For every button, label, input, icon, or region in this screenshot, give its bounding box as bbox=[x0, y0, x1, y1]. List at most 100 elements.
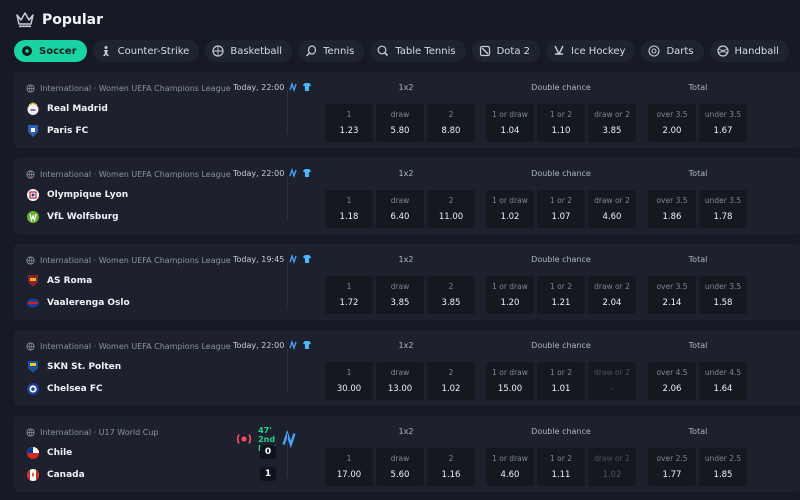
divider bbox=[287, 262, 288, 306]
odd-over[interactable]: over 3.5 2.14 bbox=[648, 276, 696, 314]
globe-icon bbox=[26, 83, 35, 93]
odd-1-or-2[interactable]: 1 or 2 1.21 bbox=[537, 276, 585, 314]
odd-away[interactable]: 2 8.80 bbox=[427, 104, 475, 142]
dota-icon bbox=[479, 45, 490, 57]
crown-icon bbox=[16, 12, 34, 28]
league-name: International · Women UEFA Champions Lea… bbox=[26, 82, 231, 94]
stats-icon[interactable] bbox=[288, 254, 298, 264]
odd-draw[interactable]: draw 5.80 bbox=[376, 104, 424, 142]
odd-over[interactable]: over 4.5 2.06 bbox=[648, 362, 696, 400]
market-title-double-chance: Double chance bbox=[531, 341, 591, 350]
stats-icon[interactable] bbox=[288, 168, 298, 178]
vaalerenga-crest-icon bbox=[27, 298, 39, 308]
globe-icon bbox=[26, 341, 35, 351]
odd-home[interactable]: 1 1.23 bbox=[325, 104, 373, 142]
jersey-icon[interactable] bbox=[302, 254, 312, 264]
soccer-ball-icon bbox=[22, 46, 32, 56]
odd-draw[interactable]: draw 3.85 bbox=[376, 276, 424, 314]
league-name: International · Women UEFA Champions Lea… bbox=[26, 254, 231, 266]
odd-1-or-draw[interactable]: 1 or draw 1.04 bbox=[486, 104, 534, 142]
odd-1-or-2[interactable]: 1 or 2 1.07 bbox=[537, 190, 585, 228]
tab-tennis[interactable]: Tennis bbox=[298, 40, 365, 62]
odd-under[interactable]: under 4.5 1.64 bbox=[699, 362, 747, 400]
tab-basketball[interactable]: Basketball bbox=[205, 40, 293, 62]
odd-over[interactable]: over 2.5 1.77 bbox=[648, 448, 696, 486]
odd-draw-or-2[interactable]: draw or 2 4.60 bbox=[588, 190, 636, 228]
odd-1-or-2[interactable]: 1 or 2 1.10 bbox=[537, 104, 585, 142]
odd-draw-or-2[interactable]: draw or 2 1.02 bbox=[588, 448, 636, 486]
odd-draw-or-2[interactable]: draw or 2 3.85 bbox=[588, 104, 636, 142]
event-row[interactable]: International · Women UEFA Champions Lea… bbox=[14, 72, 800, 148]
table-tennis-icon bbox=[377, 45, 389, 57]
tab-soccer[interactable]: Soccer bbox=[14, 40, 87, 62]
odd-draw[interactable]: draw 6.40 bbox=[376, 190, 424, 228]
market-title-1x2: 1x2 bbox=[398, 83, 414, 92]
market-title-total: Total bbox=[688, 83, 708, 92]
tab-ice-hockey[interactable]: Ice Hockey bbox=[546, 40, 636, 62]
odd-over[interactable]: over 3.5 1.86 bbox=[648, 190, 696, 228]
tab-dota-2[interactable]: Dota 2 bbox=[471, 40, 541, 62]
odd-1-or-draw[interactable]: 1 or draw 4.60 bbox=[486, 448, 534, 486]
market-title-total: Total bbox=[688, 169, 708, 178]
odd-1-or-draw[interactable]: 1 or draw 1.02 bbox=[486, 190, 534, 228]
odd-1-or-2[interactable]: 1 or 2 1.01 bbox=[537, 362, 585, 400]
section-title: Popular bbox=[42, 12, 104, 28]
away-team: Chelsea FC bbox=[26, 381, 103, 397]
odd-away[interactable]: 2 11.00 bbox=[427, 190, 475, 228]
odd-away[interactable]: 2 1.16 bbox=[427, 448, 475, 486]
league-name: International · Women UEFA Champions Lea… bbox=[26, 168, 231, 180]
tab-label: Dota 2 bbox=[496, 45, 531, 57]
market-title-double-chance: Double chance bbox=[531, 427, 591, 436]
event-row[interactable]: International · Women UEFA Champions Lea… bbox=[14, 330, 800, 406]
section-header: Popular bbox=[16, 8, 103, 32]
event-row[interactable]: International · Women UEFA Champions Lea… bbox=[14, 244, 800, 320]
stats-icon[interactable] bbox=[288, 340, 298, 350]
handball-icon bbox=[716, 45, 729, 57]
events-list: International · Women UEFA Champions Lea… bbox=[14, 72, 800, 500]
odd-1-or-draw[interactable]: 1 or draw 1.20 bbox=[486, 276, 534, 314]
tab-counter-strike[interactable]: Counter-Strike bbox=[92, 40, 200, 62]
odd-draw[interactable]: draw 5.60 bbox=[376, 448, 424, 486]
odd-under[interactable]: under 3.5 1.58 bbox=[699, 276, 747, 314]
market-title-1x2: 1x2 bbox=[398, 341, 414, 350]
darts-icon bbox=[648, 45, 660, 57]
tab-darts[interactable]: Darts bbox=[641, 40, 704, 62]
odd-away[interactable]: 2 1.02 bbox=[427, 362, 475, 400]
away-score: 1 bbox=[260, 467, 276, 481]
divider bbox=[287, 90, 288, 134]
odd-home[interactable]: 1 1.18 bbox=[325, 190, 373, 228]
odd-under[interactable]: under 3.5 1.67 bbox=[699, 104, 747, 142]
stats-icon[interactable] bbox=[280, 430, 298, 449]
odd-home[interactable]: 1 1.72 bbox=[325, 276, 373, 314]
odd-draw-or-2: draw or 2- bbox=[588, 362, 636, 400]
event-row-live[interactable]: International · U17 World Cup 47' 2nd ha… bbox=[14, 416, 800, 492]
odd-1-or-draw[interactable]: 1 or draw 15.00 bbox=[486, 362, 534, 400]
chelsea-crest-icon bbox=[27, 383, 39, 395]
jersey-icon[interactable] bbox=[302, 340, 312, 350]
lyon-crest-icon bbox=[27, 189, 39, 201]
odd-under[interactable]: under 3.5 1.78 bbox=[699, 190, 747, 228]
odd-home[interactable]: 1 17.00 bbox=[325, 448, 373, 486]
home-team: SKN St. Polten bbox=[26, 359, 121, 375]
live-signal-icon bbox=[236, 434, 252, 445]
odd-draw-or-2[interactable]: draw or 2 2.04 bbox=[588, 276, 636, 314]
canada-flag-icon bbox=[26, 469, 39, 481]
away-team: Vaalerenga Oslo bbox=[26, 295, 130, 311]
tab-table-tennis[interactable]: Table Tennis bbox=[370, 40, 466, 62]
event-time: Today, 19:45 bbox=[233, 254, 312, 264]
stats-icon[interactable] bbox=[288, 82, 298, 92]
divider bbox=[287, 434, 288, 478]
odd-under[interactable]: under 2.5 1.85 bbox=[699, 448, 747, 486]
chile-flag-icon bbox=[27, 447, 39, 459]
event-time: Today, 22:00 bbox=[233, 340, 312, 350]
home-score: 0 bbox=[260, 445, 276, 459]
jersey-icon[interactable] bbox=[302, 168, 312, 178]
odd-draw[interactable]: draw 13.00 bbox=[376, 362, 424, 400]
event-row[interactable]: International · Women UEFA Champions Lea… bbox=[14, 158, 800, 234]
odd-away[interactable]: 2 3.85 bbox=[427, 276, 475, 314]
tab-handball[interactable]: Handball bbox=[709, 40, 789, 62]
odd-1-or-2[interactable]: 1 or 2 1.11 bbox=[537, 448, 585, 486]
odd-home[interactable]: 1 30.00 bbox=[325, 362, 373, 400]
jersey-icon[interactable] bbox=[302, 82, 312, 92]
odd-over[interactable]: over 3.5 2.00 bbox=[648, 104, 696, 142]
